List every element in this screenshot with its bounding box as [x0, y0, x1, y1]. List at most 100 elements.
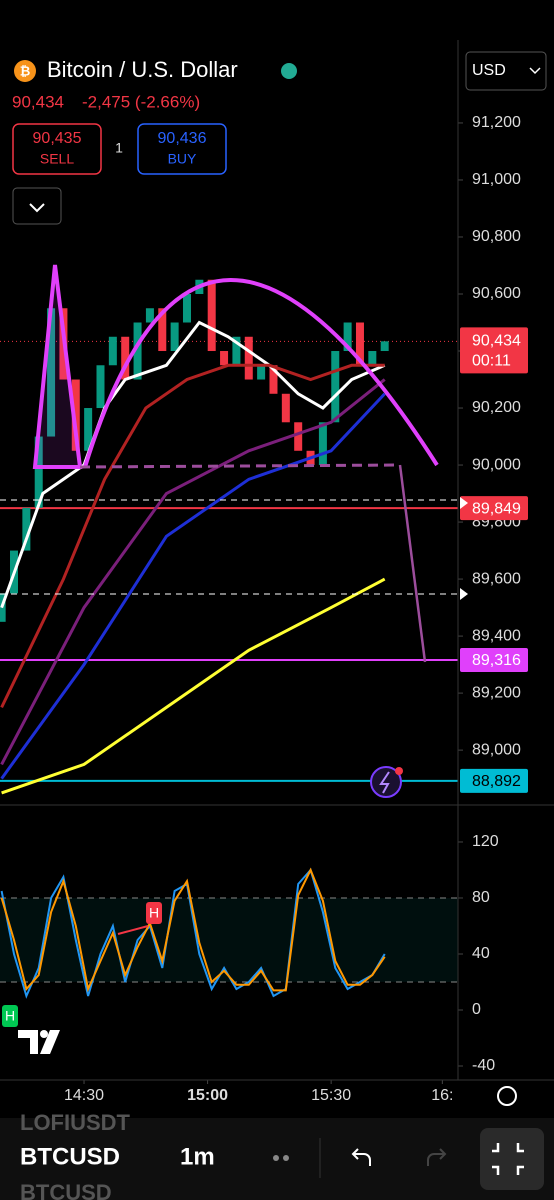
y-tick-label: 90,800 [472, 228, 521, 245]
candle [96, 365, 105, 409]
candle [71, 379, 80, 451]
tv-logo-dot [40, 1030, 48, 1038]
y-tick-label: 89,000 [472, 741, 521, 758]
candle [257, 365, 266, 380]
btc-icon [14, 60, 36, 82]
candle [22, 507, 31, 551]
y-tick-label: 90,000 [472, 456, 521, 473]
more-dot [283, 1155, 289, 1161]
moving-average [0, 378, 386, 766]
settings-icon[interactable] [497, 1086, 517, 1106]
candle [182, 293, 191, 323]
sell-price: 90,435 [33, 130, 82, 147]
y-tick-label: 80 [472, 889, 490, 906]
candle [47, 308, 56, 437]
x-tick-label: 14:30 [64, 1087, 104, 1104]
price-tag [460, 768, 528, 793]
last-price: 90,434 [12, 92, 64, 111]
marker [2, 1005, 18, 1027]
candle [121, 336, 130, 380]
oscillator-line [0, 867, 386, 993]
candle [232, 336, 241, 366]
y-tick-label: 91,000 [472, 171, 521, 188]
price-tag [460, 648, 528, 673]
arc-drawing [83, 278, 439, 468]
fullscreen-button[interactable] [480, 1128, 544, 1190]
next-symbol[interactable]: BTCUSD [20, 1180, 112, 1200]
price-tag-label: 89,316 [472, 652, 521, 669]
sell-button[interactable] [12, 123, 102, 175]
candle [133, 322, 142, 380]
candle [331, 351, 340, 423]
band [0, 897, 458, 982]
candle [269, 365, 278, 394]
candle [170, 322, 179, 352]
candle [84, 408, 93, 451]
undo-icon[interactable] [351, 1148, 371, 1166]
candle [368, 351, 377, 366]
candle [158, 308, 167, 352]
alert-icon[interactable] [370, 766, 402, 798]
level-arrow [460, 497, 468, 509]
buy-label: BUY [168, 151, 197, 167]
triangle-drawing [32, 264, 83, 469]
x-tick-label: 15:00 [187, 1087, 228, 1104]
candle [343, 322, 352, 352]
collapse-button[interactable] [12, 187, 62, 225]
interval[interactable]: 1m [180, 1143, 215, 1170]
y-tick-label: 89,600 [472, 570, 521, 587]
price-change: -2,475 (-2.66%) [82, 92, 200, 111]
last-price-tag [460, 327, 528, 374]
candle [355, 322, 364, 366]
redo-icon[interactable] [427, 1148, 447, 1166]
last-price-label: 90,434 [472, 333, 521, 350]
chevron [29, 203, 45, 213]
price-tag [460, 496, 528, 521]
y-tick-label: 89,200 [472, 684, 521, 701]
buy-button[interactable] [137, 123, 227, 175]
bolt [379, 771, 390, 794]
price-tag-label: 88,892 [472, 773, 521, 790]
btc-glyph: ₿ [20, 63, 31, 78]
candle [380, 341, 389, 352]
currency: USD [472, 62, 506, 79]
candle [34, 436, 43, 508]
quantity[interactable]: 1 [115, 140, 123, 156]
countdown: 00:11 [472, 353, 511, 370]
moving-average [0, 392, 386, 780]
y-tick-label: 120 [472, 833, 499, 850]
market-status [281, 63, 297, 79]
buy-price: 90,436 [158, 130, 207, 147]
candle [294, 422, 303, 451]
candle [318, 422, 327, 466]
x-tick-label: 15:30 [311, 1087, 351, 1104]
y-tick-label: 90,200 [472, 399, 521, 416]
fullscreen-icon [492, 1143, 524, 1175]
y-tick-label: 0 [472, 1001, 481, 1018]
currency-select[interactable] [465, 51, 547, 91]
target-drawing [398, 464, 427, 663]
y-tick-label: -40 [472, 1057, 495, 1074]
candle [145, 308, 154, 323]
y-tick-label: 89,400 [472, 627, 521, 644]
x-tick-label: 16: [431, 1087, 453, 1104]
moving-average [0, 363, 385, 709]
symbol[interactable]: BTCUSD [20, 1143, 120, 1170]
symbol-title: Bitcoin / U.S. Dollar [47, 57, 238, 82]
currency-chevron [529, 67, 541, 75]
marker-label: H [5, 1008, 15, 1024]
candle [281, 393, 290, 423]
more-dot[interactable] [273, 1155, 279, 1161]
prev-symbol[interactable]: LOFIUSDT [20, 1110, 131, 1135]
y-tick-label: 91,200 [472, 114, 521, 131]
candle [108, 336, 117, 366]
price-tag-label: 89,849 [472, 500, 521, 517]
y-tick-label: 90,600 [472, 285, 521, 302]
candle [207, 279, 216, 352]
sell-label: SELL [40, 151, 74, 167]
level-arrow [460, 588, 468, 600]
alert-dot [395, 767, 403, 775]
neckline-drawing [79, 463, 401, 469]
y-tick-label: 40 [472, 945, 490, 962]
